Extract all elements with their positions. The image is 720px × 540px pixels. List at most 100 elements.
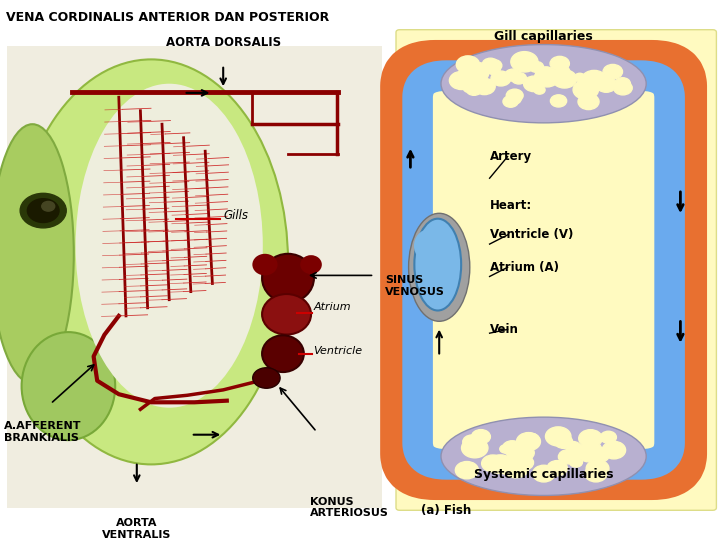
Circle shape: [462, 63, 489, 83]
Circle shape: [506, 453, 521, 464]
Circle shape: [536, 67, 556, 82]
Circle shape: [580, 435, 591, 443]
Ellipse shape: [262, 335, 304, 372]
Circle shape: [27, 199, 59, 222]
Circle shape: [578, 446, 599, 462]
Text: Gills: Gills: [223, 208, 248, 222]
Circle shape: [581, 70, 607, 90]
Circle shape: [529, 62, 544, 72]
Circle shape: [578, 94, 599, 110]
Text: Ventricle: Ventricle: [313, 346, 362, 356]
Ellipse shape: [76, 84, 263, 408]
Circle shape: [482, 58, 499, 71]
Text: SINUS
VENOSUS: SINUS VENOSUS: [385, 275, 445, 297]
Text: AORTA DORSALIS: AORTA DORSALIS: [166, 36, 281, 49]
Circle shape: [449, 71, 474, 90]
Circle shape: [463, 84, 475, 92]
Circle shape: [42, 201, 55, 211]
Ellipse shape: [409, 213, 470, 321]
Circle shape: [474, 78, 495, 94]
Text: Gill capillaries: Gill capillaries: [494, 30, 593, 43]
Circle shape: [510, 52, 538, 72]
Circle shape: [456, 56, 480, 73]
Circle shape: [539, 71, 553, 82]
Ellipse shape: [14, 59, 288, 464]
Circle shape: [546, 427, 571, 446]
Circle shape: [534, 86, 545, 94]
Circle shape: [487, 65, 500, 75]
Circle shape: [602, 441, 626, 459]
Circle shape: [503, 96, 518, 107]
Circle shape: [513, 445, 534, 461]
Circle shape: [482, 455, 504, 472]
Text: KONUS
ARTERIOSUS: KONUS ARTERIOSUS: [310, 497, 389, 518]
Circle shape: [573, 80, 598, 99]
Circle shape: [506, 93, 521, 104]
Text: Systemic capillaries: Systemic capillaries: [474, 468, 613, 481]
Circle shape: [472, 430, 490, 444]
Circle shape: [470, 62, 482, 72]
Circle shape: [462, 438, 488, 458]
Circle shape: [580, 442, 602, 458]
Circle shape: [554, 435, 572, 448]
Circle shape: [550, 56, 570, 71]
Circle shape: [575, 73, 585, 82]
Circle shape: [523, 433, 539, 446]
Circle shape: [603, 64, 623, 79]
Ellipse shape: [414, 230, 443, 262]
Circle shape: [20, 193, 66, 228]
Circle shape: [503, 458, 528, 478]
Circle shape: [580, 94, 598, 107]
Ellipse shape: [22, 332, 115, 440]
Bar: [7, 46, 382, 508]
Circle shape: [463, 435, 481, 449]
Text: Atrium: Atrium: [313, 302, 351, 313]
Circle shape: [455, 462, 478, 479]
FancyBboxPatch shape: [396, 30, 716, 510]
Text: VENA CORDINALIS ANTERIOR DAN POSTERIOR: VENA CORDINALIS ANTERIOR DAN POSTERIOR: [6, 11, 329, 24]
Circle shape: [508, 448, 523, 458]
Ellipse shape: [262, 254, 314, 302]
Ellipse shape: [415, 219, 461, 310]
Text: Atrium (A): Atrium (A): [490, 261, 559, 274]
Circle shape: [590, 448, 609, 462]
Circle shape: [502, 466, 514, 475]
Circle shape: [550, 95, 567, 107]
Circle shape: [611, 446, 625, 456]
Circle shape: [600, 431, 616, 443]
Circle shape: [579, 430, 602, 447]
Circle shape: [567, 444, 588, 461]
Circle shape: [613, 81, 632, 95]
Ellipse shape: [0, 124, 73, 383]
Circle shape: [596, 77, 616, 92]
Circle shape: [516, 433, 541, 450]
Ellipse shape: [300, 255, 322, 274]
Circle shape: [491, 71, 510, 86]
FancyBboxPatch shape: [464, 113, 623, 427]
Circle shape: [566, 442, 580, 453]
Circle shape: [559, 450, 577, 464]
Circle shape: [514, 455, 534, 470]
Circle shape: [534, 69, 559, 87]
Circle shape: [511, 450, 528, 463]
Text: Ventricle (V): Ventricle (V): [490, 228, 573, 241]
Ellipse shape: [253, 368, 280, 388]
Text: Heart:: Heart:: [490, 199, 532, 212]
Circle shape: [506, 89, 523, 102]
Circle shape: [554, 66, 570, 77]
Circle shape: [500, 445, 510, 453]
Circle shape: [615, 78, 631, 90]
Circle shape: [460, 73, 484, 91]
Circle shape: [474, 63, 485, 71]
Text: AORTA
VENTRALIS: AORTA VENTRALIS: [102, 518, 171, 540]
Circle shape: [586, 460, 609, 477]
Text: Artery: Artery: [490, 150, 532, 163]
Circle shape: [511, 72, 526, 84]
Circle shape: [523, 76, 544, 92]
Circle shape: [547, 461, 567, 476]
Circle shape: [486, 59, 502, 72]
Text: Vein: Vein: [490, 323, 518, 336]
Circle shape: [578, 76, 592, 86]
Ellipse shape: [262, 294, 311, 334]
Circle shape: [533, 465, 555, 482]
